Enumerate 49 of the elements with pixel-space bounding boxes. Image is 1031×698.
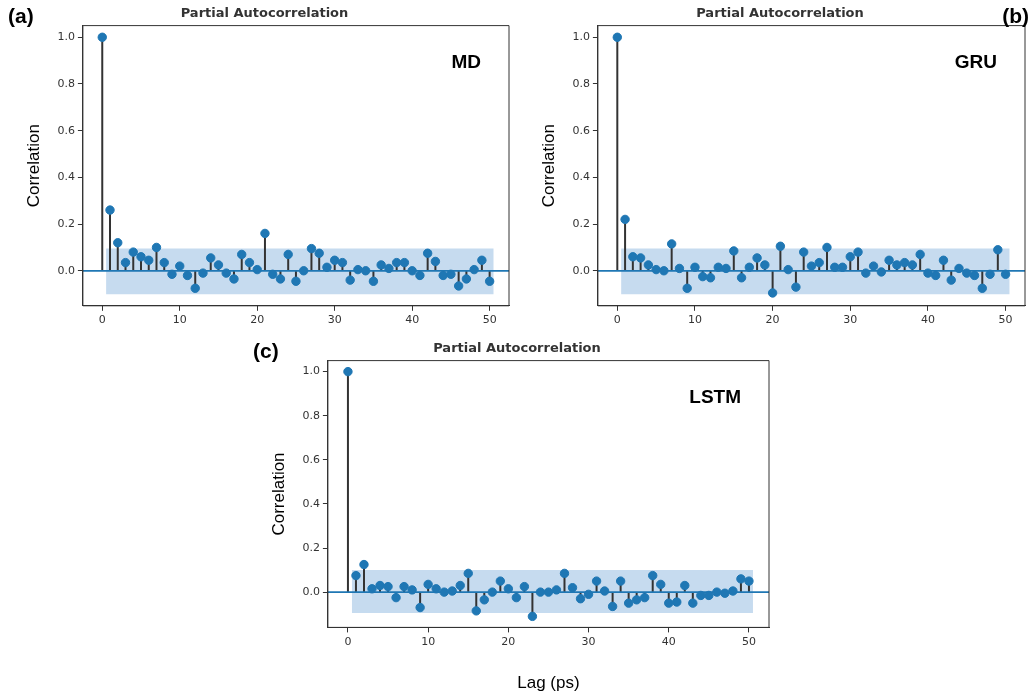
text: (c) [253,339,279,363]
chart-title: Partial Autocorrelation [180,5,349,21]
x-tick-label: 10 [687,313,702,327]
y-axis-title: Correlation [23,124,43,208]
x-tick-label: 50 [998,313,1013,327]
annotation: LSTM [689,386,741,408]
x-tick-label: 50 [482,313,497,327]
y-tick-label: 0.8 [302,408,320,422]
x-tick-label: 0 [613,313,621,327]
text: (a) [8,4,34,28]
x-axis-title: Lag (ps) [517,673,580,693]
y-tick-label: 0.8 [572,76,590,90]
y-tick-label: 0.6 [572,123,590,137]
y-axis-title: Correlation [268,452,288,536]
x-tick-label: 20 [765,313,780,327]
y-tick-label: 0.4 [302,496,320,510]
y-tick-label: 0.6 [57,123,75,137]
y-tick-label: 0.4 [57,170,75,184]
annotation: (b) [1002,4,1029,28]
x-tick-label: 10 [421,634,436,648]
y-tick-label: 0.6 [302,452,320,466]
x-tick-label: 50 [741,634,756,648]
annotation: GRU [954,51,997,73]
x-tick-label: 40 [920,313,935,327]
y-tick-label: 0.4 [572,170,590,184]
x-tick-label: 10 [172,313,187,327]
y-tick-label: 0.2 [57,216,75,230]
x-tick-label: 0 [344,634,352,648]
y-tick-label: 0.0 [57,263,75,277]
x-tick-label: 40 [661,634,676,648]
x-tick-label: 20 [501,634,516,648]
annotation: MD [451,51,481,73]
x-tick-label: 0 [98,313,106,327]
y-axis-title: Correlation [538,124,558,208]
y-tick-label: 1.0 [572,30,590,44]
y-tick-label: 1.0 [57,30,75,44]
chart-title: Partial Autocorrelation [433,340,601,356]
x-tick-label: 30 [581,634,596,648]
y-tick-label: 0.0 [302,584,320,598]
y-tick-label: 0.2 [302,540,320,554]
x-tick-label: 20 [250,313,265,327]
x-tick-label: 30 [327,313,342,327]
x-tick-label: 40 [405,313,420,327]
chart-title: Partial Autocorrelation [696,5,864,21]
y-tick-label: 0.0 [572,263,590,277]
y-tick-label: 0.2 [572,216,590,230]
x-tick-label: 30 [843,313,858,327]
y-tick-label: 1.0 [302,364,320,378]
y-tick-label: 0.8 [57,76,75,90]
